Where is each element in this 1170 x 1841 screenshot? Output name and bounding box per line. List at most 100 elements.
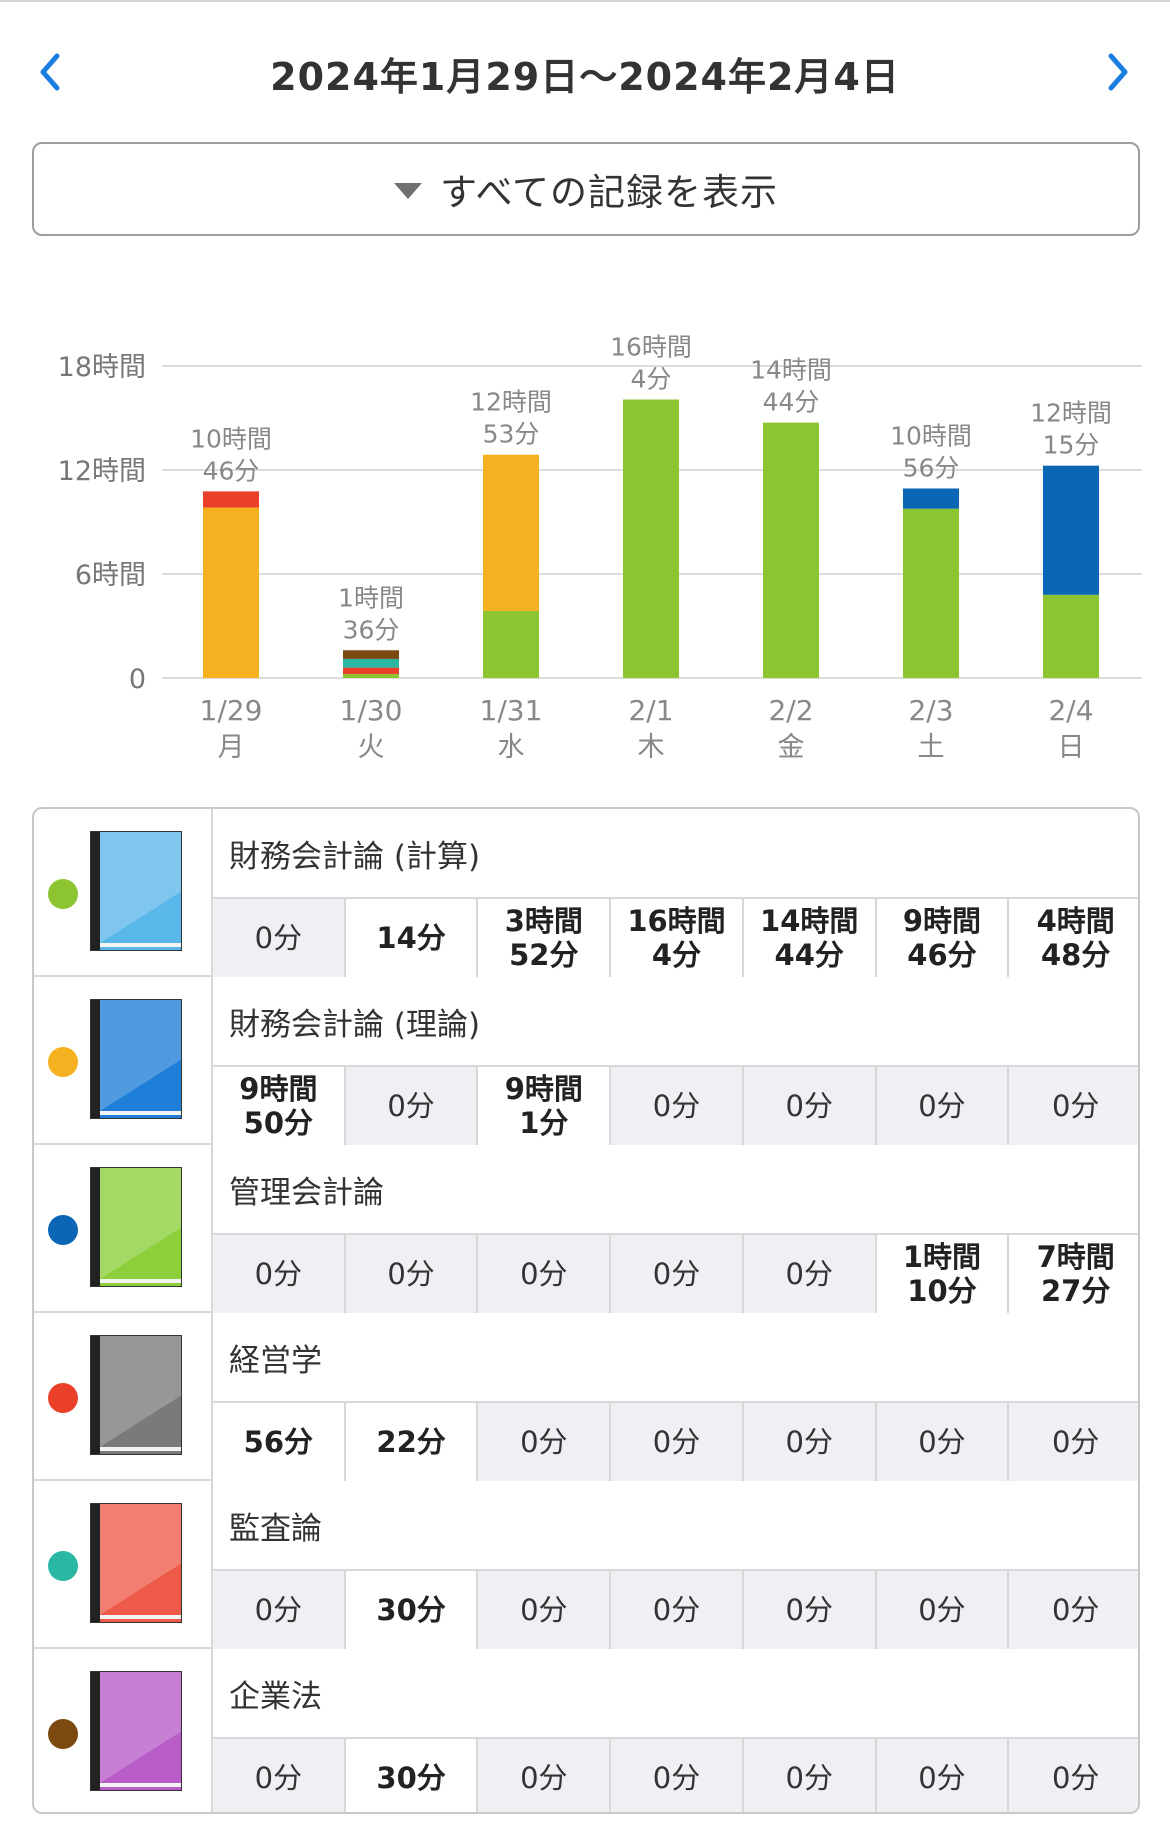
subject-header: 財務会計論 (計算)	[211, 809, 1138, 899]
next-week-button[interactable]	[1098, 50, 1138, 94]
bar-total-label: 10時間	[890, 421, 972, 450]
daily-time-cell: 0分	[213, 1235, 346, 1313]
subject-header: 企業法	[211, 1649, 1138, 1739]
bar-segment	[343, 667, 399, 674]
bar-segment	[1043, 594, 1099, 678]
daily-time-cell: 0分	[1009, 1739, 1138, 1812]
daily-time-cell: 0分	[213, 899, 346, 977]
bar-segment	[1043, 465, 1099, 595]
subject-table: 財務会計論 (計算) 0分 14分 3時間 52分 16時間 4分 14時間 44分 9時間…	[32, 807, 1140, 1814]
bar-total-label: 14時間	[750, 356, 832, 385]
subject-color-dot	[48, 1215, 78, 1245]
subject-row[interactable]: 財務会計論 (計算) 0分 14分 3時間 52分 16時間 4分 14時間 44分 9時間…	[34, 809, 1138, 977]
bar-total-label: 36分	[343, 615, 400, 644]
daily-time-cell: 22分	[345, 1403, 479, 1481]
book-icon	[90, 999, 182, 1119]
triangle-down-icon	[394, 183, 423, 199]
daily-time-cell: 1時間 10分	[876, 1235, 1010, 1313]
y-tick-label: 0	[129, 664, 146, 695]
x-tick-label: 2/1	[628, 694, 673, 727]
daily-time-cell: 0分	[743, 1403, 877, 1481]
x-tick-label: 2/4	[1048, 694, 1093, 727]
bar-segment	[483, 610, 539, 678]
x-weekday-label: 木	[638, 732, 665, 763]
daily-time-cell: 0分	[345, 1067, 479, 1145]
subject-name: 経営学	[229, 1343, 322, 1379]
daily-time-cell: 0分	[478, 1403, 612, 1481]
show-all-records-button[interactable]: すべての記録を表示	[32, 142, 1140, 236]
daily-time-cells: 56分 22分 0分 0分 0分 0分 0分	[211, 1403, 1138, 1481]
daily-time-cell: 0分	[213, 1739, 346, 1812]
x-tick-label: 1/31	[480, 694, 543, 727]
daily-time-cell: 0分	[611, 1235, 744, 1313]
daily-time-cell: 9時間 50分	[213, 1067, 346, 1145]
book-icon	[90, 1671, 182, 1791]
bar-total-label: 56分	[903, 453, 960, 482]
book-icon	[90, 1335, 182, 1455]
bar-total-label: 1時間	[338, 583, 404, 612]
bar-segment	[203, 507, 259, 678]
bar-segment	[203, 491, 259, 508]
daily-time-cell: 0分	[876, 1739, 1010, 1812]
bar-total-label: 53分	[483, 420, 540, 449]
book-icon	[90, 1503, 182, 1623]
bar-segment	[903, 488, 959, 509]
bar-segment	[903, 508, 959, 678]
prev-week-button[interactable]	[30, 50, 70, 94]
subject-header: 管理会計論	[211, 1145, 1138, 1235]
week-range-title: 2024年1月29日〜2024年2月4日	[270, 55, 900, 99]
x-weekday-label: 金	[778, 732, 805, 763]
subject-header: 監査論	[211, 1481, 1138, 1571]
daily-time-cell: 0分	[743, 1571, 877, 1649]
daily-time-cell: 0分	[478, 1739, 612, 1812]
daily-time-cell: 14時間 44分	[743, 899, 877, 977]
daily-time-cell: 0分	[1009, 1067, 1138, 1145]
bar-total-label: 46分	[203, 456, 260, 485]
bar-segment	[763, 422, 819, 678]
daily-time-cell: 0分	[611, 1067, 744, 1145]
x-weekday-label: 日	[1058, 732, 1085, 763]
x-weekday-label: 月	[218, 732, 245, 763]
subject-row[interactable]: 経営学 56分 22分 0分 0分 0分 0分 0分	[34, 1313, 1138, 1481]
bar-segment	[623, 399, 679, 678]
subject-name: 財務会計論 (計算)	[229, 839, 481, 875]
daily-time-cell: 0分	[743, 1067, 877, 1145]
book-icon	[90, 1167, 182, 1287]
x-weekday-label: 火	[358, 732, 385, 763]
daily-time-cell: 16時間 4分	[611, 899, 744, 977]
bar-segment	[343, 658, 399, 668]
daily-time-cell: 0分	[478, 1571, 612, 1649]
subject-name: 企業法	[229, 1679, 322, 1715]
subject-row[interactable]: 企業法 0分 30分 0分 0分 0分 0分 0分	[34, 1649, 1138, 1812]
x-tick-label: 1/29	[200, 694, 263, 727]
subject-color-dot	[48, 1719, 78, 1749]
bar-segment	[343, 650, 399, 659]
daily-time-cell: 56分	[213, 1403, 346, 1481]
x-tick-label: 2/2	[768, 694, 813, 727]
daily-time-cell: 0分	[478, 1235, 612, 1313]
daily-time-cell: 4時間 48分	[1009, 899, 1138, 977]
week-header: 2024年1月29日〜2024年2月4日	[0, 20, 1170, 120]
daily-time-cell: 9時間 46分	[876, 899, 1010, 977]
subject-header: 経営学	[211, 1313, 1138, 1403]
daily-time-cell: 0分	[611, 1571, 744, 1649]
bar-total-label: 44分	[763, 388, 820, 417]
daily-time-cell: 7時間 27分	[1009, 1235, 1138, 1313]
weekly-study-chart: 0 6時間 12時間 18時間 10時間 46分 1/29 月 1時間 36分 1/30 火 12時間 5…	[58, 333, 1142, 763]
book-icon	[90, 831, 182, 951]
bar-total-label: 12時間	[1030, 399, 1112, 428]
subject-row[interactable]: 管理会計論 0分 0分 0分 0分 0分 1時間 10分 7時間 27分	[34, 1145, 1138, 1313]
daily-time-cells: 0分 30分 0分 0分 0分 0分 0分	[211, 1739, 1138, 1812]
daily-time-cell: 0分	[611, 1739, 744, 1812]
daily-time-cell: 14分	[345, 899, 479, 977]
y-tick-label: 18時間	[58, 352, 146, 383]
subject-row[interactable]: 監査論 0分 30分 0分 0分 0分 0分 0分	[34, 1481, 1138, 1649]
daily-time-cells: 0分 0分 0分 0分 0分 1時間 10分 7時間 27分	[211, 1235, 1138, 1313]
subject-color-dot	[48, 1047, 78, 1077]
subject-color-dot	[48, 879, 78, 909]
subject-row[interactable]: 財務会計論 (理論) 9時間 50分 0分 9時間 1分 0分 0分 0分 0分	[34, 977, 1138, 1145]
subject-name: 監査論	[229, 1511, 322, 1547]
subject-name: 財務会計論 (理論)	[229, 1007, 481, 1043]
bar-total-label: 4分	[631, 365, 672, 394]
top-divider	[0, 0, 1170, 2]
